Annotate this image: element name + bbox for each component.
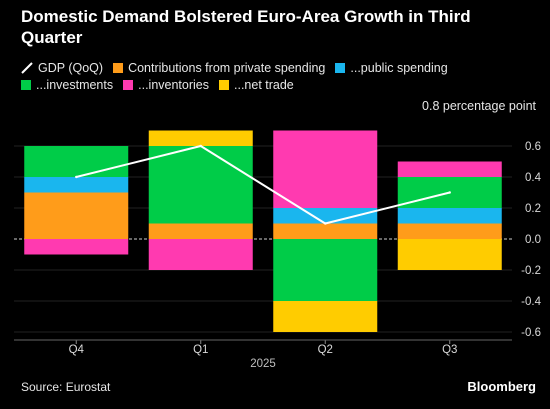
private-swatch	[113, 62, 124, 73]
legend-label-inventories: ...inventories	[138, 77, 209, 92]
y-tick-label: -0.4	[521, 296, 541, 308]
bar-segment	[273, 301, 378, 332]
y-tick-label: -0.2	[521, 265, 541, 277]
legend-label-net-trade: ...net trade	[234, 77, 294, 92]
y-axis-unit-label: 0.8 percentage point	[422, 99, 536, 113]
gdp-point	[199, 144, 202, 148]
bar-segment	[273, 239, 378, 301]
bar-segment	[148, 239, 253, 270]
x-tick-label: Q2	[318, 344, 333, 356]
legend-label-public: ...public spending	[350, 60, 448, 75]
legend-label-private: Contributions from private spending	[128, 60, 326, 75]
bar-segment	[397, 161, 502, 177]
legend: GDP (QoQ) Contributions from private spe…	[21, 59, 531, 93]
bar-segment	[397, 208, 502, 224]
legend-label-investments: ...investments	[36, 77, 114, 92]
bloomberg-logo: Bloomberg	[467, 379, 536, 394]
y-tick-label: 0.2	[525, 203, 541, 215]
inventories-swatch	[123, 79, 134, 90]
bar-segment	[148, 146, 253, 224]
investments-swatch	[21, 79, 31, 90]
legend-item-net-trade: ...net trade	[219, 78, 294, 92]
legend-item-private: Contributions from private spending	[113, 61, 325, 75]
x-tick-label: Q1	[193, 344, 208, 356]
public-swatch	[335, 62, 346, 73]
bar-segment	[273, 223, 378, 239]
legend-item-public: ...public spending	[335, 60, 448, 75]
gdp-line-icon	[21, 61, 33, 74]
gdp-point	[324, 222, 327, 225]
y-tick-label: 0.6	[525, 141, 541, 153]
bar-segment	[24, 192, 129, 239]
y-tick-label: -0.6	[521, 327, 541, 339]
bar-segment	[273, 130, 378, 208]
x-group-label: 2025	[250, 358, 276, 370]
x-tick-label: Q4	[69, 344, 85, 356]
y-tick-label: 0.0	[525, 234, 541, 246]
x-tick-label: Q3	[442, 344, 457, 356]
bar-segment	[24, 146, 129, 177]
legend-item-gdp: GDP (QoQ)	[21, 61, 103, 75]
legend-label-gdp: GDP (QoQ)	[38, 60, 104, 75]
bar-segment	[273, 208, 378, 224]
bar-segment	[397, 239, 502, 270]
legend-row-2: ...investments ...inventories ...net tra…	[21, 76, 531, 93]
bar-segment	[24, 239, 129, 255]
gdp-line	[76, 144, 450, 225]
legend-item-investments: ...investments	[21, 78, 113, 92]
legend-item-inventories: ...inventories	[123, 78, 209, 92]
bar-segment	[148, 130, 253, 146]
bar-segment	[148, 223, 253, 239]
bar-segment	[397, 223, 502, 239]
y-tick-label: 0.4	[525, 172, 542, 184]
chart-title: Domestic Demand Bolstered Euro-Area Grow…	[21, 7, 471, 47]
gdp-point	[448, 191, 451, 194]
bar-segment	[24, 177, 129, 193]
gdp-point	[75, 175, 78, 179]
legend-row-1: GDP (QoQ) Contributions from private spe…	[21, 59, 531, 76]
net-trade-swatch	[219, 79, 229, 90]
source-note: Source: Eurostat	[21, 380, 111, 394]
